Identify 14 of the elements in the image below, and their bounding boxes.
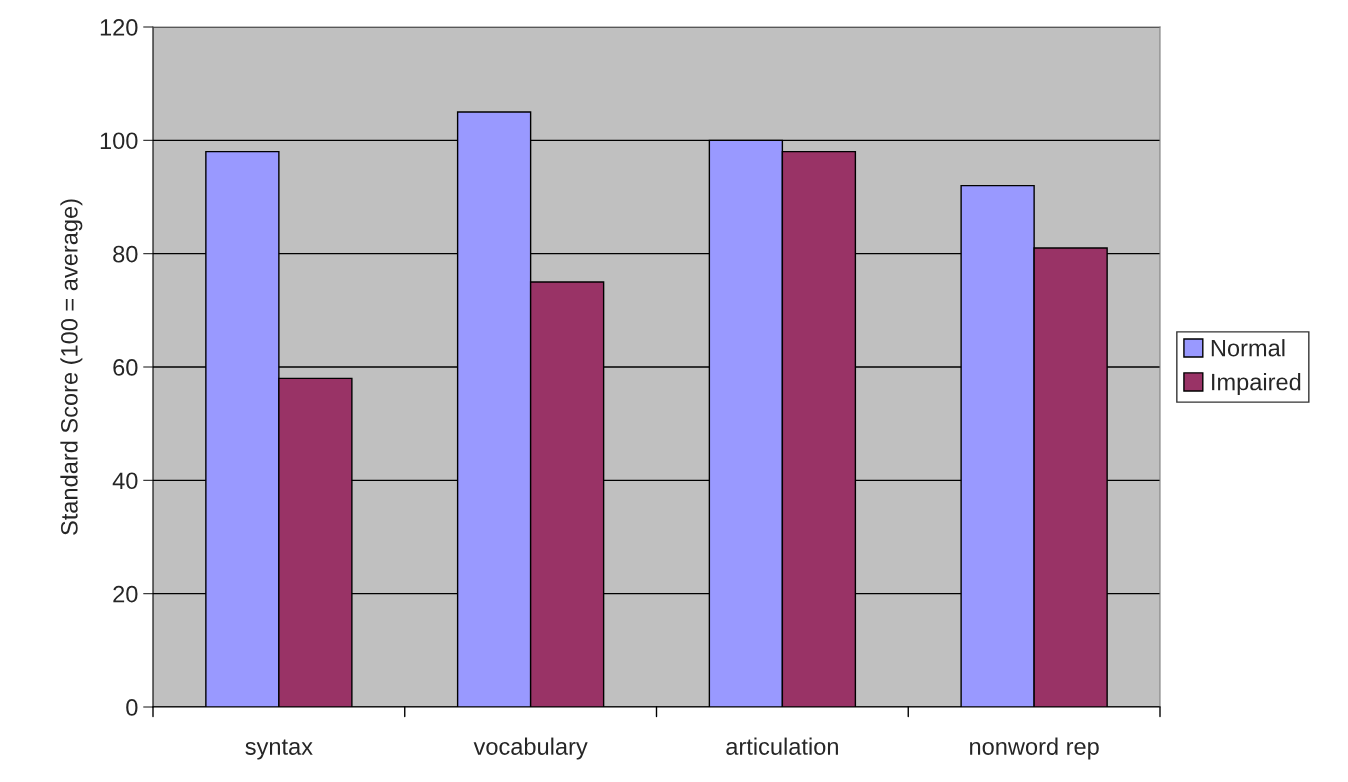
x-tick-label: articulation: [726, 737, 838, 755]
y-tick-label: 40: [112, 472, 138, 490]
y-tick-label: 20: [113, 585, 138, 603]
y-tick-label: 120: [100, 19, 138, 36]
y-tick-label: 60: [113, 359, 138, 376]
y-tick-label: 100: [100, 132, 138, 150]
legend-label: Impaired: [1212, 373, 1301, 396]
x-tick-label: vocabulary: [473, 737, 588, 760]
legend-label: Normal: [1211, 339, 1285, 357]
y-tick-label: 0: [126, 699, 138, 716]
y-tick-label: 80: [113, 245, 138, 263]
x-tick-label: syntax: [245, 739, 313, 760]
x-tick-label: nonword rep: [970, 737, 1099, 760]
y-axis-title: Standard Score (100 = average): [60, 199, 83, 535]
